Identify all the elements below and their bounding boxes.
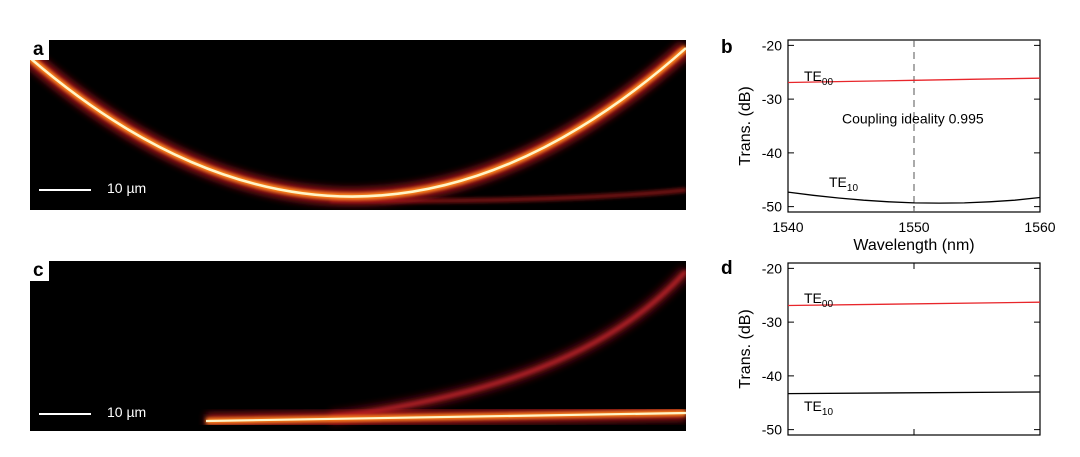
- y-tick-label: -20: [762, 260, 782, 276]
- series-line-te00: [787, 77, 1041, 84]
- y-axis-label: Trans. (dB): [737, 86, 754, 165]
- series-label-te10: TE10: [829, 174, 858, 194]
- scale-bar-line: [39, 413, 91, 415]
- series-line-te10: [787, 391, 1041, 395]
- x-tick-label: 1560: [1024, 219, 1055, 235]
- y-tick-label: -50: [762, 199, 782, 215]
- annotation-text: Coupling ideality 0.995: [842, 110, 984, 126]
- y-tick-label: -30: [762, 314, 782, 330]
- panel-label-c: c: [30, 261, 49, 281]
- chart-d-svg: -20 -30 -40 -50 TE00 TE10 Trans. (dB): [737, 260, 1041, 438]
- scale-bar-label: 10 µm: [107, 404, 147, 420]
- y-tick-label: -20: [762, 37, 782, 53]
- series-label-te10: TE10: [804, 398, 833, 418]
- series-line-te00: [787, 301, 1041, 307]
- y-tick-label: -50: [762, 422, 782, 438]
- scale-bar-label: 10 µm: [107, 180, 147, 196]
- y-tick-label: -40: [762, 368, 782, 384]
- panel-label-b: b: [721, 37, 733, 58]
- chart-d: -20 -30 -40 -50 TE00 TE10 Trans. (dB): [730, 252, 1070, 452]
- y-axis-label: Trans. (dB): [737, 309, 754, 388]
- chart-b: -20 -30 -40 -50 1540 1550 1560 TE00 TE10 Coupling…: [730, 30, 1070, 260]
- chart-b-svg: -20 -30 -40 -50 1540 1550 1560 TE00 TE10 Coupling…: [737, 37, 1056, 254]
- series-label-te00: TE00: [804, 68, 833, 88]
- scale-bar-line: [39, 189, 91, 191]
- field-image-a: [30, 40, 686, 210]
- x-tick-label: 1550: [898, 219, 929, 235]
- series-label-te00: TE00: [804, 290, 833, 310]
- x-axis-label: Wavelength (nm): [853, 237, 974, 254]
- y-tick-label: -30: [762, 91, 782, 107]
- panel-label-a: a: [30, 40, 49, 60]
- y-tick-label: -40: [762, 145, 782, 161]
- x-tick-label: 1540: [772, 219, 803, 235]
- panel-label-d: d: [721, 258, 733, 279]
- field-image-c: [30, 261, 686, 431]
- series-line-te10: [787, 191, 1041, 204]
